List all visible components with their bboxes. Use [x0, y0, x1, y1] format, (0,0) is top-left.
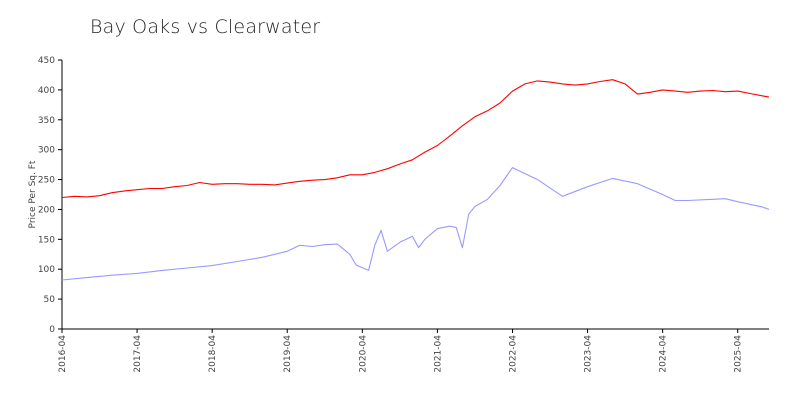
- y-tick-label: 100: [38, 265, 55, 275]
- x-tick-label: 2018-04: [208, 335, 218, 373]
- y-axis-label: Price Per Sq. Ft: [28, 160, 38, 228]
- y-tick-label: 50: [44, 295, 56, 305]
- y-axis: 0 50 100 150 200 250 300 350 400 450: [38, 56, 63, 335]
- y-tick-label: 0: [49, 325, 55, 335]
- x-tick-label: 2019-04: [283, 335, 293, 373]
- chart-title: Bay Oaks vs Clearwater: [90, 16, 321, 38]
- y-tick-label: 300: [38, 146, 55, 156]
- x-tick-label: 2025-04: [734, 335, 744, 373]
- x-tick-label: 2021-04: [433, 335, 443, 373]
- series-line-2: [61, 167, 770, 281]
- series-line-1: [61, 79, 770, 199]
- x-tick-label: 2017-04: [133, 335, 143, 373]
- x-tick-label: 2022-04: [508, 335, 518, 373]
- y-tick-label: 250: [38, 176, 55, 186]
- x-tick-label: 2023-04: [584, 335, 594, 373]
- x-axis: 2016-04 2017-04 2018-04 2019-04 2020-04 2021-…: [58, 328, 769, 373]
- y-tick-label: 200: [38, 205, 55, 215]
- series-layer: [61, 79, 770, 281]
- y-tick-label: 450: [38, 56, 55, 66]
- y-tick-label: 150: [38, 235, 55, 245]
- x-tick-label: 2016-04: [58, 335, 68, 373]
- y-tick-label: 350: [38, 116, 55, 126]
- x-tick-label: 2024-04: [659, 335, 669, 373]
- x-tick-label: 2020-04: [358, 335, 368, 373]
- y-tick-label: 400: [38, 86, 55, 96]
